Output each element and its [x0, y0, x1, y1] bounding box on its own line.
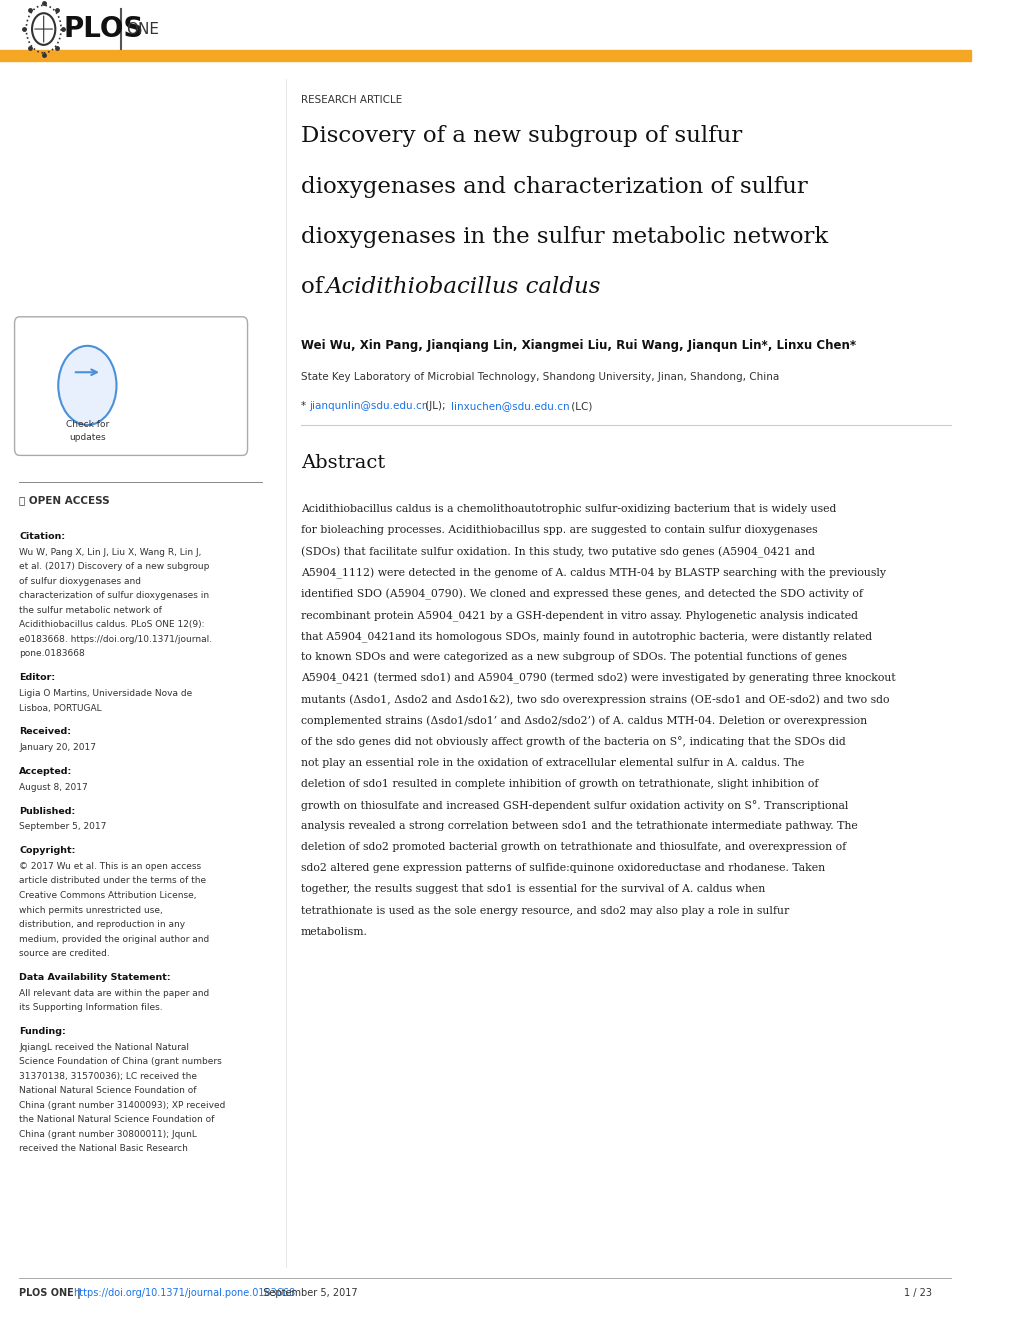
Text: 31370138, 31570036); LC received the: 31370138, 31570036); LC received the: [19, 1072, 198, 1081]
Text: https://doi.org/10.1371/journal.pone.0183668: https://doi.org/10.1371/journal.pone.018…: [72, 1288, 294, 1299]
Text: the sulfur metabolic network of: the sulfur metabolic network of: [19, 606, 162, 615]
Text: PLOS ONE |: PLOS ONE |: [19, 1288, 85, 1299]
Text: JqiangL received the National Natural: JqiangL received the National Natural: [19, 1043, 190, 1052]
Text: ONE: ONE: [126, 21, 159, 37]
Text: China (grant number 30800011); JqunL: China (grant number 30800011); JqunL: [19, 1130, 197, 1139]
Text: China (grant number 31400093); XP received: China (grant number 31400093); XP receiv…: [19, 1101, 225, 1110]
Text: its Supporting Information files.: its Supporting Information files.: [19, 1003, 163, 1012]
Text: of the sdo genes did not obviously affect growth of the bacteria on S°, indicati: of the sdo genes did not obviously affec…: [301, 737, 845, 747]
Text: September 5, 2017: September 5, 2017: [19, 822, 107, 832]
Text: Received:: Received:: [19, 727, 71, 737]
Text: metabolism.: metabolism.: [301, 927, 368, 937]
Text: 🔓 OPEN ACCESS: 🔓 OPEN ACCESS: [19, 495, 110, 506]
Text: A5904_1112) were detected in the genome of A. caldus MTH-04 by BLASTP searching : A5904_1112) were detected in the genome …: [301, 568, 886, 579]
Text: RESEARCH ARTICLE: RESEARCH ARTICLE: [301, 95, 401, 106]
Text: characterization of sulfur dioxygenases in: characterization of sulfur dioxygenases …: [19, 591, 209, 601]
Text: for bioleaching processes. Acidithiobacillus spp. are suggested to contain sulfu: for bioleaching processes. Acidithiobaci…: [301, 525, 817, 536]
Text: recombinant protein A5904_0421 by a GSH-dependent in vitro assay. Phylogenetic a: recombinant protein A5904_0421 by a GSH-…: [301, 610, 857, 620]
Text: Acidithiobacillus caldus. PLoS ONE 12(9):: Acidithiobacillus caldus. PLoS ONE 12(9)…: [19, 620, 205, 630]
Text: e0183668. https://doi.org/10.1371/journal.: e0183668. https://doi.org/10.1371/journa…: [19, 635, 212, 644]
Text: (JL);: (JL);: [422, 401, 448, 412]
Text: Lisboa, PORTUGAL: Lisboa, PORTUGAL: [19, 704, 102, 713]
Text: of sulfur dioxygenases and: of sulfur dioxygenases and: [19, 577, 142, 586]
Text: jianqunlin@sdu.edu.cn: jianqunlin@sdu.edu.cn: [309, 401, 428, 412]
FancyBboxPatch shape: [14, 317, 248, 455]
Text: August 8, 2017: August 8, 2017: [19, 783, 88, 792]
Text: 1 / 23: 1 / 23: [903, 1288, 931, 1299]
Text: article distributed under the terms of the: article distributed under the terms of t…: [19, 876, 206, 886]
Text: Funding:: Funding:: [19, 1027, 66, 1036]
Text: PLOS: PLOS: [63, 15, 144, 44]
Text: which permits unrestricted use,: which permits unrestricted use,: [19, 906, 163, 915]
Text: Editor:: Editor:: [19, 673, 55, 682]
Text: Copyright:: Copyright:: [19, 846, 75, 855]
Text: that A5904_0421and its homologous SDOs, mainly found in autotrophic bacteria, we: that A5904_0421and its homologous SDOs, …: [301, 631, 871, 642]
Text: January 20, 2017: January 20, 2017: [19, 743, 97, 752]
Text: linxuchen@sdu.edu.cn: linxuchen@sdu.edu.cn: [451, 401, 570, 412]
Text: identified SDO (A5904_0790). We cloned and expressed these genes, and detected t: identified SDO (A5904_0790). We cloned a…: [301, 589, 862, 601]
Circle shape: [58, 346, 116, 425]
Text: the National Natural Science Foundation of: the National Natural Science Foundation …: [19, 1115, 215, 1125]
Text: State Key Laboratory of Microbial Technology, Shandong University, Jinan, Shando: State Key Laboratory of Microbial Techno…: [301, 372, 779, 383]
Text: mutants (Δsdo1, Δsdo2 and Δsdo1&2), two sdo overexpression strains (OE-sdo1 and : mutants (Δsdo1, Δsdo2 and Δsdo1&2), two …: [301, 694, 889, 705]
Text: together, the results suggest that sdo1 is essential for the survival of A. cald: together, the results suggest that sdo1 …: [301, 884, 764, 895]
Text: Acidithiobacillus caldus: Acidithiobacillus caldus: [326, 276, 601, 298]
Text: deletion of sdo1 resulted in complete inhibition of growth on tetrathionate, sli: deletion of sdo1 resulted in complete in…: [301, 779, 817, 789]
Text: not play an essential role in the oxidation of extracellular elemental sulfur in: not play an essential role in the oxidat…: [301, 758, 803, 768]
Text: Published:: Published:: [19, 807, 75, 816]
Text: Acidithiobacillus caldus is a chemolithoautotrophic sulfur-oxidizing bacterium t: Acidithiobacillus caldus is a chemolitho…: [301, 504, 836, 515]
Text: September 5, 2017: September 5, 2017: [257, 1288, 358, 1299]
Text: tetrathionate is used as the sole energy resource, and sdo2 may also play a role: tetrathionate is used as the sole energy…: [301, 906, 789, 916]
Text: medium, provided the original author and: medium, provided the original author and: [19, 935, 210, 944]
Text: distribution, and reproduction in any: distribution, and reproduction in any: [19, 920, 185, 929]
Text: *: *: [301, 401, 309, 412]
Text: dioxygenases and characterization of sulfur: dioxygenases and characterization of sul…: [301, 176, 807, 198]
Text: updates: updates: [69, 433, 106, 442]
Text: et al. (2017) Discovery of a new subgroup: et al. (2017) Discovery of a new subgrou…: [19, 562, 210, 572]
Text: received the National Basic Research: received the National Basic Research: [19, 1144, 189, 1154]
Text: Check for: Check for: [65, 420, 109, 429]
Text: growth on thiosulfate and increased GSH-dependent sulfur oxidation activity on S: growth on thiosulfate and increased GSH-…: [301, 800, 848, 810]
Bar: [0, 50, 970, 61]
Text: (LC): (LC): [568, 401, 592, 412]
Text: Ligia O Martins, Universidade Nova de: Ligia O Martins, Universidade Nova de: [19, 689, 193, 698]
Text: Data Availability Statement:: Data Availability Statement:: [19, 973, 171, 982]
Text: complemented strains (Δsdo1/sdo1’ and Δsdo2/sdo2’) of A. caldus MTH-04. Deletion: complemented strains (Δsdo1/sdo1’ and Δs…: [301, 715, 866, 726]
Text: of: of: [301, 276, 330, 298]
Text: Abstract: Abstract: [301, 454, 385, 473]
Text: All relevant data are within the paper and: All relevant data are within the paper a…: [19, 989, 210, 998]
Text: A5904_0421 (termed sdo1) and A5904_0790 (termed sdo2) were investigated by gener: A5904_0421 (termed sdo1) and A5904_0790 …: [301, 673, 895, 685]
Text: dioxygenases in the sulfur metabolic network: dioxygenases in the sulfur metabolic net…: [301, 226, 827, 248]
Text: Accepted:: Accepted:: [19, 767, 72, 776]
Text: National Natural Science Foundation of: National Natural Science Foundation of: [19, 1086, 197, 1096]
Text: Citation:: Citation:: [19, 532, 65, 541]
Text: to known SDOs and were categorized as a new subgroup of SDOs. The potential func: to known SDOs and were categorized as a …: [301, 652, 846, 663]
Text: Science Foundation of China (grant numbers: Science Foundation of China (grant numbe…: [19, 1057, 222, 1067]
Text: pone.0183668: pone.0183668: [19, 649, 85, 659]
Text: Wei Wu, Xin Pang, Jianqiang Lin, Xiangmei Liu, Rui Wang, Jianqun Lin*, Linxu Che: Wei Wu, Xin Pang, Jianqiang Lin, Xiangme…: [301, 339, 855, 352]
Text: (SDOs) that facilitate sulfur oxidation. In this study, two putative sdo genes (: (SDOs) that facilitate sulfur oxidation.…: [301, 546, 814, 558]
Text: Wu W, Pang X, Lin J, Liu X, Wang R, Lin J,: Wu W, Pang X, Lin J, Liu X, Wang R, Lin …: [19, 548, 202, 557]
Text: analysis revealed a strong correlation between sdo1 and the tetrathionate interm: analysis revealed a strong correlation b…: [301, 821, 857, 832]
Text: © 2017 Wu et al. This is an open access: © 2017 Wu et al. This is an open access: [19, 862, 202, 871]
Text: Creative Commons Attribution License,: Creative Commons Attribution License,: [19, 891, 197, 900]
Text: source are credited.: source are credited.: [19, 949, 110, 958]
Text: sdo2 altered gene expression patterns of sulfide:quinone oxidoreductase and rhod: sdo2 altered gene expression patterns of…: [301, 863, 824, 874]
Text: deletion of sdo2 promoted bacterial growth on tetrathionate and thiosulfate, and: deletion of sdo2 promoted bacterial grow…: [301, 842, 846, 853]
Text: Discovery of a new subgroup of sulfur: Discovery of a new subgroup of sulfur: [301, 125, 742, 148]
